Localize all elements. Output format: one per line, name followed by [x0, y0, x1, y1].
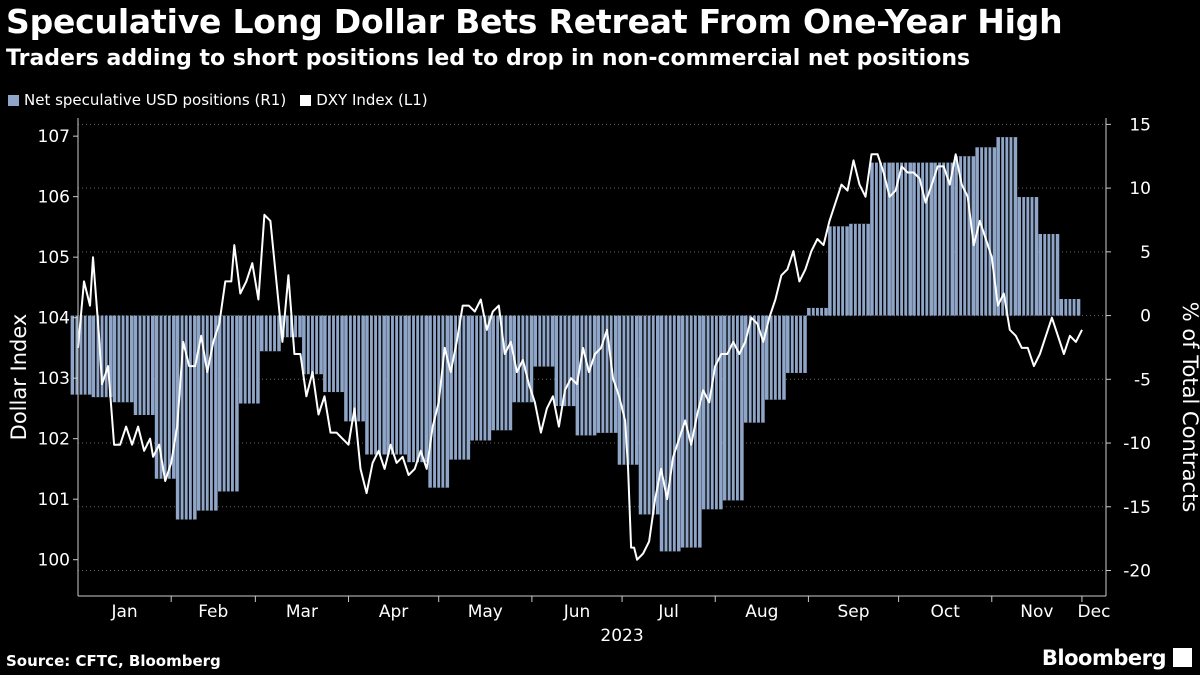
- right-axis-tick-label: -20: [1123, 562, 1151, 582]
- bar: [659, 315, 681, 552]
- bar: [217, 315, 239, 492]
- bar: [1059, 299, 1081, 316]
- right-axis-label: % of Total Contracts: [1178, 302, 1200, 513]
- bar: [196, 315, 218, 511]
- bar: [764, 315, 786, 400]
- x-axis-year-label: 2023: [600, 626, 643, 646]
- x-axis-tick-label: Jun: [563, 602, 591, 622]
- bar-series: [70, 137, 1081, 552]
- chart-subtitle: Traders adding to short positions led to…: [6, 46, 971, 71]
- bar: [975, 147, 997, 316]
- bar: [470, 315, 492, 441]
- bar: [554, 315, 576, 407]
- x-axis-tick-label: Sep: [837, 602, 869, 622]
- bar: [386, 315, 407, 455]
- left-axis-tick-label: 100: [38, 551, 70, 571]
- right-axis-tick-label: -10: [1123, 434, 1151, 454]
- bar: [260, 315, 281, 352]
- x-axis-tick-label: Oct: [930, 602, 960, 622]
- right-axis-tick-label: 0: [1140, 307, 1151, 327]
- chart-legend: Net speculative USD positions (R1) DXY I…: [8, 91, 442, 109]
- bar: [680, 315, 702, 548]
- bar: [870, 162, 891, 316]
- brand-mark-icon: [1173, 648, 1192, 667]
- left-axis-tick-label: 102: [38, 430, 70, 450]
- bar: [786, 315, 807, 373]
- x-axis-tick-label: Apr: [379, 602, 408, 622]
- bar: [323, 315, 344, 393]
- x-axis-tick-label: Jan: [110, 602, 137, 622]
- bar: [133, 315, 155, 415]
- legend-item-bars: Net speculative USD positions (R1): [8, 91, 286, 109]
- left-axis-tick-label: 101: [38, 490, 70, 510]
- legend-swatch-line: [300, 94, 312, 106]
- bar: [449, 315, 471, 460]
- bar: [996, 137, 1018, 316]
- left-axis-tick-label: 103: [38, 369, 70, 389]
- bar: [743, 315, 765, 423]
- bar: [344, 315, 365, 422]
- x-axis-tick-label: Aug: [745, 602, 778, 622]
- x-axis-tick-label: Nov: [1020, 602, 1053, 622]
- bar: [238, 315, 260, 404]
- right-axis-tick-label: -15: [1123, 498, 1151, 518]
- right-axis-tick-label: 5: [1140, 243, 1151, 263]
- brand-logo: Bloomberg: [1041, 646, 1167, 670]
- left-axis-tick-label: 104: [38, 309, 70, 329]
- left-axis-tick-label: 106: [38, 188, 70, 208]
- bar: [533, 315, 555, 367]
- legend-swatch-bars: [8, 94, 19, 106]
- right-axis-tick-label: -5: [1134, 370, 1151, 390]
- x-axis-tick-label: May: [468, 602, 503, 622]
- left-axis-tick-label: 105: [38, 248, 70, 268]
- bar: [701, 315, 723, 510]
- bar: [912, 162, 934, 316]
- bar: [175, 315, 197, 520]
- bar: [407, 315, 429, 463]
- chart-title: Speculative Long Dollar Bets Retreat Fro…: [6, 2, 1063, 41]
- bar: [722, 315, 744, 501]
- bar: [154, 315, 176, 479]
- legend-label-bars: Net speculative USD positions (R1): [24, 91, 287, 109]
- bar: [365, 315, 386, 455]
- bar: [70, 315, 92, 395]
- bar: [302, 315, 323, 375]
- bar: [617, 315, 639, 465]
- dxy-line: [77, 153, 1083, 561]
- bar: [91, 315, 113, 398]
- x-axis-tick-label: Mar: [286, 602, 318, 622]
- left-axis-label: Dollar Index: [7, 314, 31, 441]
- legend-label-line: DXY Index (L1): [316, 91, 428, 109]
- legend-item-line: DXY Index (L1): [300, 91, 428, 109]
- bar: [849, 223, 870, 316]
- bar: [1017, 197, 1039, 316]
- bar: [807, 307, 828, 316]
- bar: [638, 315, 660, 515]
- bar: [575, 315, 597, 436]
- bar: [1038, 233, 1060, 316]
- bar: [954, 156, 976, 316]
- x-axis-tick-label: Jul: [657, 602, 679, 622]
- left-axis-tick-label: 107: [38, 127, 70, 147]
- x-axis-tick-label: Feb: [198, 602, 228, 622]
- bar: [491, 315, 513, 431]
- source-note: Source: CFTC, Bloomberg: [6, 652, 221, 670]
- x-axis-tick-label: Dec: [1078, 602, 1111, 622]
- right-axis-tick-label: 10: [1129, 179, 1151, 199]
- bar: [112, 315, 134, 403]
- bar: [828, 226, 849, 316]
- bar: [933, 162, 955, 316]
- right-axis-tick-label: 15: [1129, 115, 1151, 135]
- bar: [891, 162, 912, 316]
